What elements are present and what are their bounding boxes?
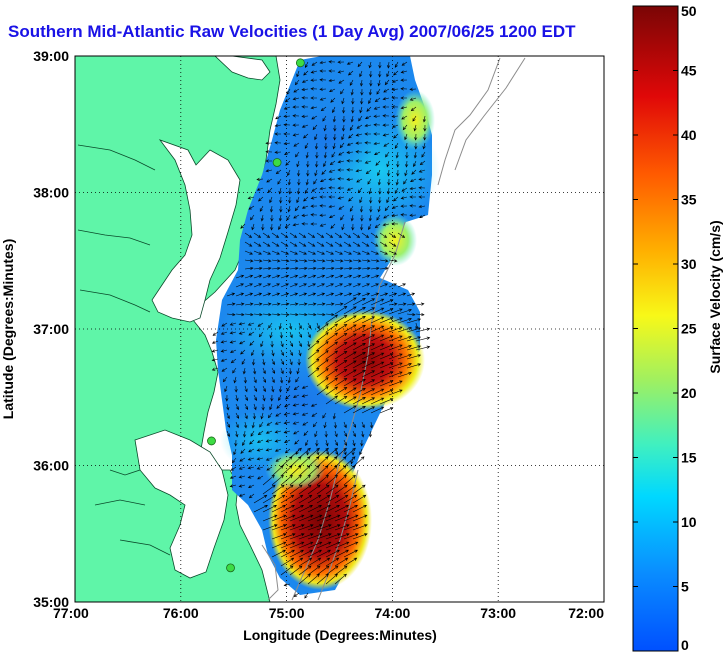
x-tick-label: 74:00: [374, 605, 410, 621]
stations: [207, 58, 305, 573]
bathymetry-contour: [261, 544, 279, 601]
vector-arrows: [211, 60, 431, 599]
y-tick-label: 37:00: [33, 321, 69, 337]
bathymetry-contour: [437, 57, 501, 186]
y-tick-label: 39:00: [33, 48, 69, 64]
current-vectors: [211, 60, 431, 599]
y-tick-label: 38:00: [33, 185, 69, 201]
colorbar-label: Surface Velocity (cm/s): [707, 220, 723, 373]
station-marker: [295, 58, 305, 68]
velocity-region: [305, 310, 425, 410]
velocity-region: [265, 450, 325, 490]
bathymetry-contour: [317, 469, 359, 601]
pamlico-sound: [134, 429, 229, 579]
colorbar-tick-label: 50: [681, 3, 697, 19]
bathymetry-contour: [454, 57, 526, 171]
map-border: [74, 55, 605, 603]
colorbar-tick-label: 0: [681, 637, 689, 653]
x-tick-labels: 77:00 76:00 75:00 74:00 73:00 72:00: [53, 605, 604, 621]
y-axis-label: Latitude (Degrees:Minutes): [0, 239, 16, 419]
colorbar: [632, 5, 679, 652]
colorbar-tick-label: 25: [681, 321, 697, 337]
colorbar-ticks: 0 5 10 15 20 25 30 35 40 45 50: [633, 3, 697, 653]
station-marker: [272, 158, 282, 167]
page-title: Southern Mid-Atlantic Raw Velocities (1 …: [8, 22, 576, 41]
colorbar-tick-label: 5: [681, 579, 689, 595]
delaware-bay: [214, 56, 271, 81]
x-tick-label: 75:00: [269, 605, 305, 621]
x-axis-label: Longitude (Degrees:Minutes): [243, 627, 437, 643]
colorbar-tick-label: 45: [681, 63, 697, 79]
x-tick-label: 76:00: [163, 605, 199, 621]
colorbar-tick-label: 20: [681, 385, 697, 401]
colorbar-tick-label: 15: [681, 450, 697, 466]
rivers: [77, 144, 171, 556]
station-marker: [226, 563, 235, 573]
y-tick-label: 35:00: [33, 594, 69, 610]
colorbar-tick-label: 40: [681, 127, 697, 143]
y-tick-label: 36:00: [33, 458, 69, 474]
colorbar-tick-label: 30: [681, 256, 697, 272]
chesapeake-bay: [151, 139, 241, 323]
velocity-region: [373, 214, 417, 266]
x-tick-label: 72:00: [568, 605, 604, 621]
colorbar-tick-label: 35: [681, 192, 697, 208]
colorbar-tick-label: 10: [681, 514, 697, 530]
x-tick-label: 77:00: [53, 605, 89, 621]
velocity-region: [285, 105, 375, 175]
station-marker: [207, 436, 216, 446]
y-tick-labels: 35:00 36:00 37:00 38:00 39:00: [33, 48, 69, 610]
x-tick-label: 73:00: [480, 605, 516, 621]
